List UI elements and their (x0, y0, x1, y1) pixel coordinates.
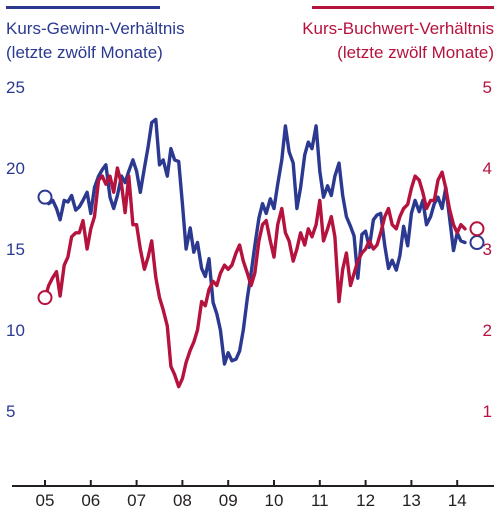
x-tick-label: 11 (311, 491, 329, 510)
x-tick-label: 14 (448, 491, 467, 510)
right-axis-ticks: 1 2 3 4 5 (483, 78, 492, 421)
left-axis-title-line2: (letzte zwölf Monate) (6, 43, 163, 62)
series-line-right (43, 166, 467, 389)
x-tick-label: 06 (81, 491, 100, 510)
right-tick-label: 5 (483, 78, 492, 97)
right-axis-title-underline (312, 6, 494, 9)
x-tick-label: 10 (265, 491, 284, 510)
series-start-marker-right (37, 290, 53, 306)
left-axis-title-line1: Kurs-Gewinn-Verhältnis (6, 19, 185, 38)
x-axis-ticks: 05 06 07 08 09 10 11 12 13 14 (36, 480, 467, 510)
series-end-marker-right (469, 221, 485, 237)
right-tick-label: 1 (483, 402, 492, 421)
left-tick-label: 20 (6, 159, 25, 178)
x-tick-label: 09 (219, 491, 238, 510)
x-tick-label: 05 (36, 491, 55, 510)
right-tick-label: 3 (483, 240, 492, 259)
right-tick-label: 4 (483, 159, 492, 178)
series-start-marker-left (37, 189, 53, 205)
right-tick-label: 2 (483, 321, 492, 340)
right-axis-title-line1: Kurs-Buchwert-Verhältnis (302, 19, 494, 38)
left-axis-title: Kurs-Gewinn-Verhältnis (letzte zwölf Mon… (6, 6, 185, 62)
left-tick-label: 5 (6, 402, 15, 421)
x-tick-label: 13 (402, 491, 421, 510)
left-tick-label: 25 (6, 78, 25, 97)
x-tick-label: 07 (127, 491, 146, 510)
left-tick-label: 10 (6, 321, 25, 340)
left-axis-title-underline (6, 6, 160, 9)
left-axis-ticks: 5 10 15 20 25 (6, 78, 25, 421)
x-tick-label: 12 (356, 491, 375, 510)
left-tick-label: 15 (6, 240, 25, 259)
right-axis-title: Kurs-Buchwert-Verhältnis (letzte zwölf M… (302, 6, 494, 62)
series-layer (37, 117, 485, 389)
series-line-left (43, 117, 467, 366)
x-tick-label: 08 (173, 491, 192, 510)
series-end-marker-left (469, 235, 485, 251)
right-axis-title-line2: (letzte zwölf Monate) (337, 43, 494, 62)
